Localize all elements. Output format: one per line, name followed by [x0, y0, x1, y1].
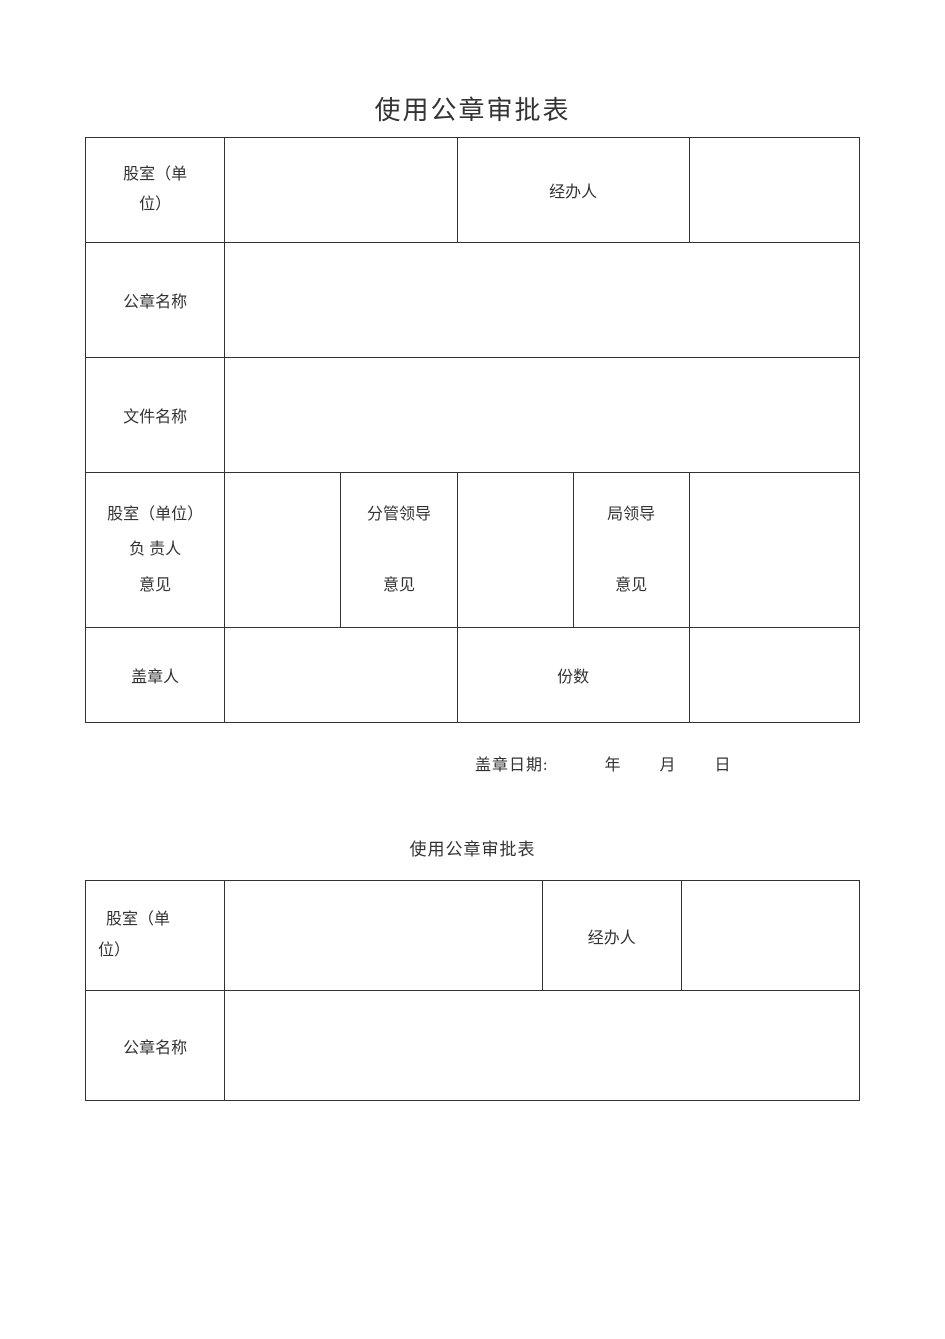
form2-title: 使用公章审批表	[85, 835, 860, 860]
bureau-leader-opinion-value	[689, 473, 859, 628]
seal-name-label: 公章名称	[86, 991, 225, 1101]
stamper-label: 盖章人	[86, 628, 225, 723]
table-row: 公章名称	[86, 243, 860, 358]
deputy-line1: 分管领导	[367, 506, 431, 523]
stamp-date-label: 盖章日期:	[475, 757, 548, 774]
dept-label-line1: 股室（单	[123, 166, 187, 183]
dept-label-line2: 位）	[98, 942, 130, 959]
month-label: 月	[659, 757, 676, 774]
form2-table: 股室（单 位） 经办人 公章名称	[85, 880, 860, 1101]
form1-table: 股室（单 位） 经办人 公章名称 文件名称 股室（单位） 负 责人 意见 分管领…	[85, 137, 860, 723]
dept-head-line1: 股室（单位）	[107, 506, 203, 523]
dept-value	[225, 881, 542, 991]
dept-head-opinion-label: 股室（单位） 负 责人 意见	[86, 473, 225, 628]
bureau-leader-opinion-label: 局领导 意见	[573, 473, 689, 628]
table-row: 文件名称	[86, 358, 860, 473]
doc-name-label: 文件名称	[86, 358, 225, 473]
handler-value	[689, 138, 859, 243]
dept-head-line3: 意见	[139, 577, 171, 594]
table-row: 公章名称	[86, 991, 860, 1101]
year-label: 年	[604, 757, 621, 774]
form1-title: 使用公章审批表	[85, 90, 860, 127]
bureau-line1: 局领导	[607, 506, 655, 523]
stamp-date-line: 盖章日期: 年 月 日	[85, 751, 860, 775]
dept-label: 股室（单 位）	[86, 881, 225, 991]
deputy-leader-opinion-label: 分管领导 意见	[341, 473, 457, 628]
table-row: 股室（单 位） 经办人	[86, 881, 860, 991]
copies-value	[689, 628, 859, 723]
handler-value	[681, 881, 859, 991]
seal-name-value	[225, 991, 860, 1101]
dept-head-opinion-value	[225, 473, 341, 628]
bureau-line2: 意见	[615, 577, 647, 594]
dept-label: 股室（单 位）	[86, 138, 225, 243]
copies-label: 份数	[457, 628, 689, 723]
stamper-value	[225, 628, 457, 723]
table-row: 股室（单 位） 经办人	[86, 138, 860, 243]
deputy-leader-opinion-value	[457, 473, 573, 628]
table-row: 盖章人 份数	[86, 628, 860, 723]
dept-label-line2: 位）	[139, 196, 171, 213]
dept-label-line1: 股室（单	[106, 911, 170, 928]
seal-name-label: 公章名称	[86, 243, 225, 358]
dept-value	[225, 138, 457, 243]
day-label: 日	[714, 757, 731, 774]
deputy-line2: 意见	[383, 577, 415, 594]
table-row: 股室（单位） 负 责人 意见 分管领导 意见 局领导 意见	[86, 473, 860, 628]
dept-head-line2: 负 责人	[129, 541, 181, 558]
doc-name-value	[225, 358, 860, 473]
handler-label: 经办人	[457, 138, 689, 243]
handler-label: 经办人	[542, 881, 681, 991]
seal-name-value	[225, 243, 860, 358]
